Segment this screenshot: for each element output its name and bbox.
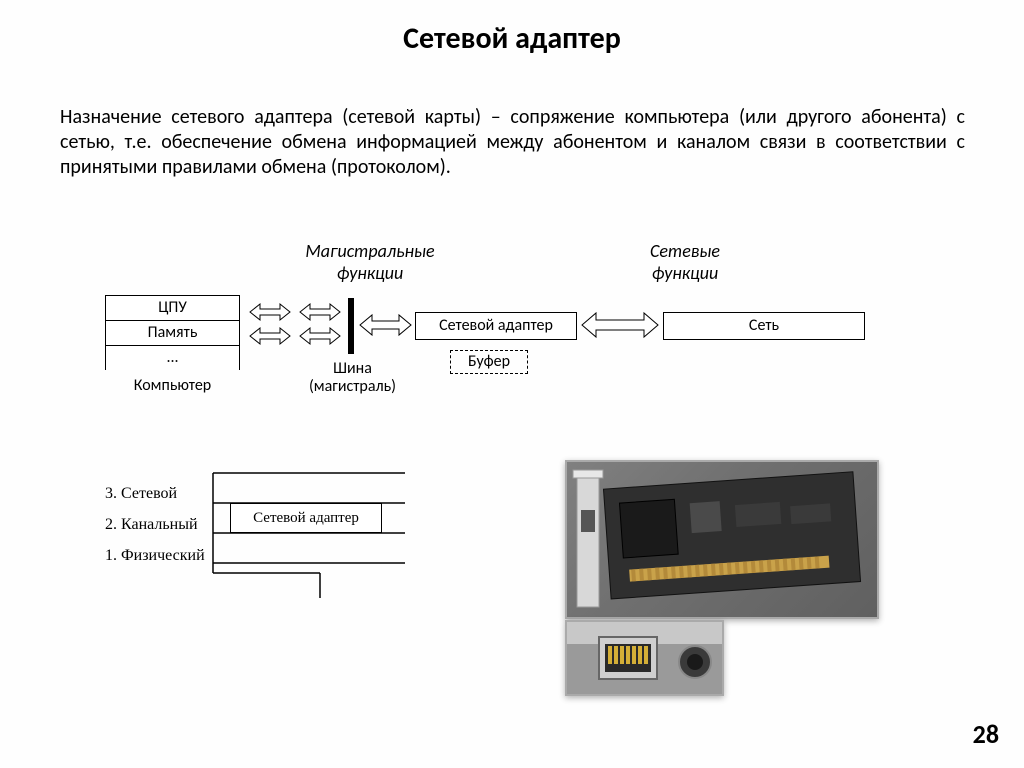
- body-paragraph: Назначение сетевого адаптера (сетевой ка…: [60, 105, 965, 180]
- stack-cell-cpu: ЦПУ: [105, 295, 240, 320]
- slide-title: Сетевой адаптер: [0, 20, 1024, 57]
- stack-caption: Компьютер: [105, 376, 240, 395]
- arrows-computer-bus: [245, 300, 345, 350]
- stack-cell-memory: Память: [105, 320, 240, 345]
- network-box: Сеть: [663, 312, 865, 340]
- osi-layer-3: 3. Сетевой: [105, 478, 205, 509]
- slide: Сетевой адаптер Назначение сетевого адап…: [0, 0, 1024, 768]
- bus-bar: [348, 298, 354, 354]
- stack-cell-etc: ...: [105, 345, 240, 370]
- bus-caption: Шина (магистраль): [290, 360, 415, 395]
- buffer-box: Буфер: [450, 350, 528, 374]
- label-trunk-functions: Магистральные функции: [280, 240, 460, 284]
- osi-layer-labels: 3. Сетевой 2. Канальный 1. Физический: [105, 478, 205, 572]
- arrow-bus-adapter: [358, 312, 413, 338]
- block-diagram: Магистральные функции Сетевые функции ЦП…: [60, 240, 965, 440]
- rj45-port-photo: [565, 620, 724, 696]
- arrow-adapter-network: [580, 310, 660, 340]
- osi-adapter-box: Сетевой адаптер: [230, 503, 382, 533]
- osi-layer-1: 1. Физический: [105, 540, 205, 571]
- osi-layer-2: 2. Канальный: [105, 509, 205, 540]
- photo-area: [565, 460, 875, 690]
- network-card-photo: [565, 460, 879, 619]
- osi-diagram: 3. Сетевой 2. Канальный 1. Физический Се…: [105, 468, 415, 608]
- computer-stack: ЦПУ Память ... Компьютер: [105, 295, 240, 395]
- adapter-box: Сетевой адаптер: [415, 312, 577, 340]
- page-number: 28: [973, 718, 999, 750]
- label-network-functions: Сетевые функции: [615, 240, 755, 284]
